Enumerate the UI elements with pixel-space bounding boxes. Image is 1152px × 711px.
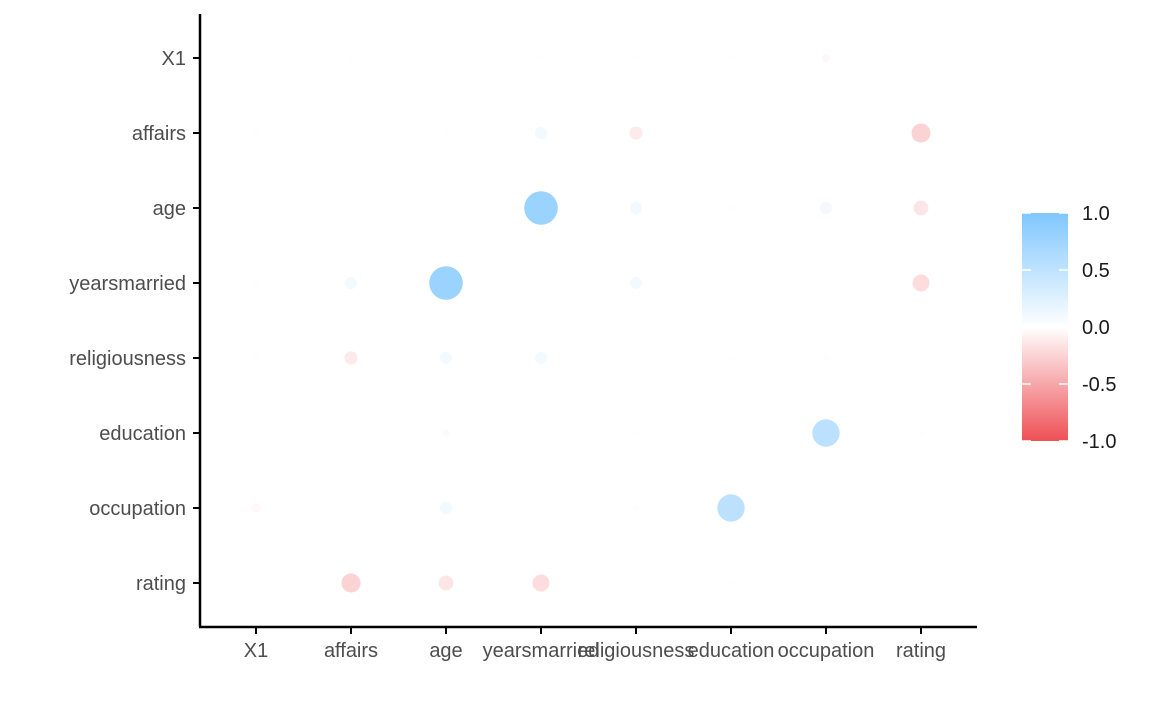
bubble-education-occupation xyxy=(812,419,840,447)
legend-tick-label: 1.0 xyxy=(1082,203,1110,225)
legend-tick-label: 0.0 xyxy=(1082,317,1110,339)
bubble-age-occupation xyxy=(819,201,833,215)
bubble-yearsmarried-religiousness xyxy=(629,276,643,290)
y-tick-label-affairs: affairs xyxy=(132,123,186,145)
bubble-affairs-rating xyxy=(911,123,931,143)
bubble-religiousness-education xyxy=(727,354,735,362)
bubble-age-rating xyxy=(913,200,929,216)
bubble-rating-yearsmarried xyxy=(532,574,550,592)
bubble-affairs-yearsmarried xyxy=(534,126,548,140)
bubble-occupation-religiousness xyxy=(632,504,640,512)
bubble-rating-age xyxy=(438,575,454,591)
bubble-religiousness-yearsmarried xyxy=(534,351,548,365)
x-tick-label-religiousness: religiousness xyxy=(578,640,695,662)
x-tick-label-occupation: occupation xyxy=(778,640,875,662)
bubble-education-religiousness xyxy=(632,429,640,437)
bubble-age-yearsmarried xyxy=(524,191,558,225)
y-tick-labels: X1 affairs age yearsmarried religiousness edu… xyxy=(69,48,186,595)
bubble-occupation-X1 xyxy=(251,503,261,513)
x-tick-label-rating: rating xyxy=(896,640,946,662)
bubble-religiousness-X1 xyxy=(252,354,260,362)
color-legend: 1.0 0.5 0.0 -0.5 -1.0 xyxy=(1022,203,1116,453)
bubble-X1-affairs xyxy=(347,54,355,62)
bubble-X1-occupation xyxy=(821,53,831,63)
y-tick-label-yearsmarried: yearsmarried xyxy=(69,273,186,295)
bubble-yearsmarried-rating xyxy=(912,274,930,292)
y-tick-label-rating: rating xyxy=(136,573,186,595)
x-tick-labels: X1 affairs age yearsmarriedreligiousnessedu… xyxy=(244,640,946,662)
bubble-rating-affairs xyxy=(341,573,361,593)
bubble-religiousness-age xyxy=(439,351,453,365)
y-tick-label-X1: X1 xyxy=(162,48,186,70)
y-tick-label-education: education xyxy=(99,423,186,445)
bubble-religiousness-affairs xyxy=(344,351,358,365)
bubble-age-affairs xyxy=(347,204,355,212)
bubble-affairs-age xyxy=(442,129,450,137)
bubble-religiousness-occupation xyxy=(822,354,830,362)
x-tick-label-age: age xyxy=(429,640,462,662)
bubble-yearsmarried-age xyxy=(429,266,463,300)
bubble-affairs-X1 xyxy=(252,129,260,137)
bubble-X1-education xyxy=(727,54,735,62)
x-tick-label-X1: X1 xyxy=(244,640,268,662)
bubble-education-rating xyxy=(917,429,925,437)
bubble-X1-yearsmarried xyxy=(537,54,545,62)
bubble-education-X1 xyxy=(252,429,260,437)
legend-tick-label: -1.0 xyxy=(1082,431,1116,453)
bubble-layer xyxy=(251,53,931,593)
legend-tick-label: 0.5 xyxy=(1082,260,1110,282)
x-tick-label-yearsmarried: yearsmarried xyxy=(483,640,600,662)
bubble-X1-religiousness xyxy=(632,54,640,62)
y-tick-label-religiousness: religiousness xyxy=(69,348,186,370)
x-tick-label-affairs: affairs xyxy=(324,640,378,662)
axes xyxy=(193,14,977,634)
bubble-occupation-education xyxy=(717,494,745,522)
x-tick-label-education: education xyxy=(688,640,775,662)
bubble-education-age xyxy=(442,429,450,437)
bubble-rating-education xyxy=(727,579,735,587)
y-tick-label-age: age xyxy=(153,198,186,220)
legend-tick-label: -0.5 xyxy=(1082,374,1116,396)
bubble-affairs-religiousness xyxy=(629,126,643,140)
bubble-yearsmarried-X1 xyxy=(252,279,260,287)
bubble-yearsmarried-affairs xyxy=(344,276,358,290)
y-tick-label-occupation: occupation xyxy=(89,498,186,520)
bubble-age-education xyxy=(727,204,735,212)
bubble-age-religiousness xyxy=(629,201,643,215)
bubble-occupation-age xyxy=(439,501,453,515)
